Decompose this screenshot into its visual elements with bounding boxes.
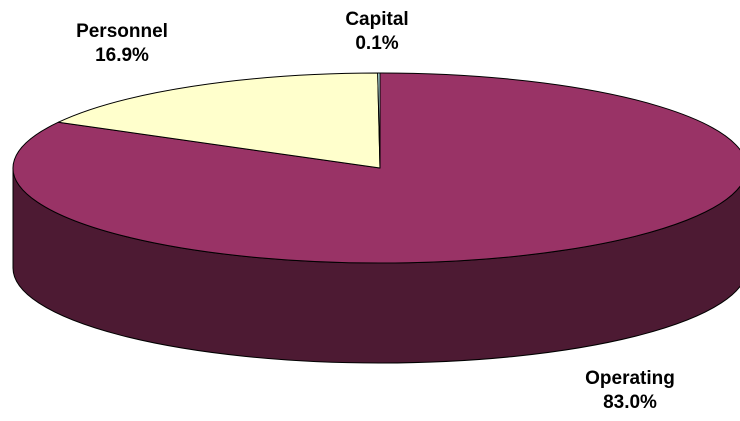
slice-capital xyxy=(377,72,381,169)
label-capital-name: Capital xyxy=(345,9,409,30)
label-operating: Operating 83.0% xyxy=(560,367,700,415)
label-operating-name: Operating xyxy=(585,368,675,389)
label-capital: Capital 0.1% xyxy=(322,8,432,56)
label-operating-percent: 83.0% xyxy=(603,392,657,413)
label-personnel-name: Personnel xyxy=(76,21,168,42)
label-personnel: Personnel 16.9% xyxy=(52,20,192,68)
pie-layer xyxy=(12,72,740,364)
label-personnel-percent: 16.9% xyxy=(95,45,149,66)
label-capital-percent: 0.1% xyxy=(355,33,399,54)
slice-personnel xyxy=(57,72,381,169)
